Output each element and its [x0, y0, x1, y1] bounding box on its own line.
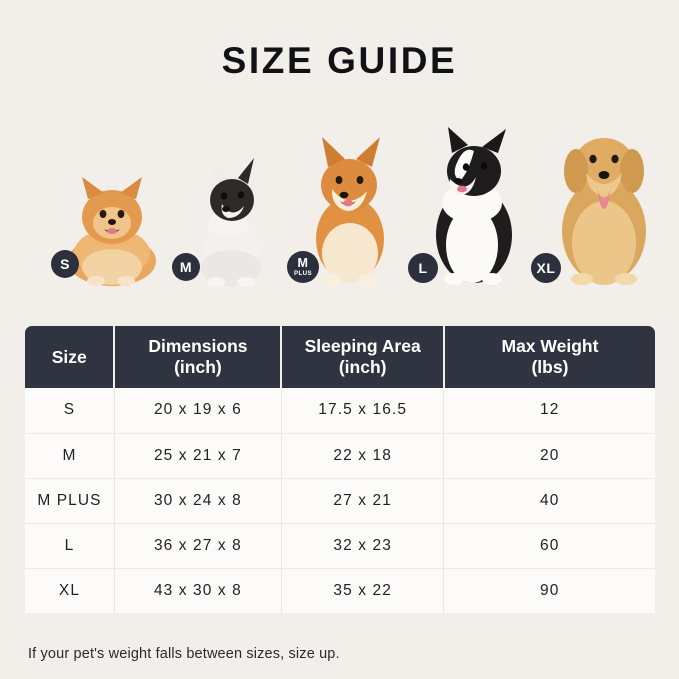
- cell-dimensions: 43 x 30 x 8: [114, 568, 282, 613]
- shiba-inu-art: [292, 127, 407, 287]
- cell-size: S: [25, 388, 115, 434]
- table-body: S 20 x 19 x 6 17.5 x 16.5 12 M 25 x 21 x…: [25, 388, 655, 613]
- size-badge-m-label: M: [179, 259, 193, 275]
- cell-sleeping-area: 17.5 x 16.5: [281, 388, 445, 434]
- cell-dimensions: 20 x 19 x 6: [114, 388, 282, 434]
- cell-dimensions: 25 x 21 x 7: [114, 433, 282, 479]
- dog-illustration-m: M: [172, 152, 281, 287]
- size-badge-m-plus: M PLUS: [287, 251, 319, 283]
- french-bulldog-art: [176, 152, 281, 287]
- cell-sleeping-area: 35 x 22: [281, 568, 445, 613]
- column-header-sleeping-area-line2: (inch): [338, 357, 387, 377]
- column-header-sleeping-area-line1: Sleeping Area: [304, 336, 421, 357]
- size-badge-s: S: [51, 250, 79, 278]
- column-header-size-line1: Size: [51, 346, 87, 367]
- size-badge-xl-label: XL: [536, 260, 556, 276]
- page-title: SIZE GUIDE: [221, 40, 458, 81]
- table-header-row: Size Dimensions (inch) Sleeping Area (in…: [25, 326, 655, 388]
- column-header-max-weight-line1: Max Weight: [501, 336, 599, 357]
- pomeranian-art: [52, 169, 172, 287]
- cell-size: XL: [25, 568, 115, 613]
- column-header-sleeping-area: Sleeping Area (inch): [281, 326, 445, 388]
- size-badge-l-label: L: [418, 260, 428, 276]
- column-header-max-weight-line2: (lbs): [531, 357, 569, 377]
- cell-sleeping-area: 27 x 21: [281, 478, 445, 524]
- size-badge-s-label: S: [60, 256, 70, 272]
- table-row: XL 43 x 30 x 8 35 x 22 90: [25, 568, 655, 613]
- table-row: M PLUS 30 x 24 x 8 27 x 21 40: [25, 478, 655, 524]
- size-badge-xl: XL: [531, 253, 561, 283]
- page-header: SIZE GUIDE: [0, 0, 679, 79]
- cell-size: M PLUS: [25, 478, 115, 524]
- cell-sleeping-area: 32 x 23: [281, 523, 445, 569]
- size-guide-table: Size Dimensions (inch) Sleeping Area (in…: [25, 326, 655, 613]
- cell-dimensions: 30 x 24 x 8: [114, 478, 282, 524]
- dog-illustration-s: S: [51, 169, 172, 287]
- table-header: Size Dimensions (inch) Sleeping Area (in…: [25, 326, 655, 388]
- dog-illustration-l: L: [408, 119, 534, 287]
- border-collie-art: [414, 119, 534, 287]
- column-header-dimensions-line2: (inch): [174, 357, 222, 377]
- size-badge-m-plus-sublabel: PLUS: [293, 269, 313, 277]
- table-row: S 20 x 19 x 6 17.5 x 16.5 12: [25, 388, 655, 434]
- cell-size: M: [25, 433, 115, 479]
- column-header-dimensions: Dimensions (inch): [114, 326, 283, 388]
- size-badge-m: M: [172, 253, 200, 281]
- size-badge-m-plus-label: M: [297, 255, 309, 270]
- column-header-dimensions-line1: Dimensions: [148, 336, 248, 357]
- cell-dimensions: 36 x 27 x 8: [114, 523, 282, 569]
- cell-max-weight: 20: [443, 433, 655, 479]
- dog-illustration-m-plus: M PLUS: [287, 127, 407, 287]
- cell-sleeping-area: 22 x 18: [281, 433, 445, 479]
- golden-retriever-art: [540, 109, 670, 287]
- cell-size: L: [25, 523, 115, 569]
- size-badge-l: L: [408, 253, 438, 283]
- cell-max-weight: 90: [443, 568, 655, 613]
- column-header-size: Size: [25, 326, 116, 388]
- cell-max-weight: 40: [443, 478, 655, 524]
- column-header-max-weight: Max Weight (lbs): [443, 326, 655, 388]
- table-row: L 36 x 27 x 8 32 x 23 60: [25, 523, 655, 569]
- cell-max-weight: 12: [443, 388, 655, 434]
- dog-illustration-xl: XL: [531, 109, 670, 287]
- table-row: M 25 x 21 x 7 22 x 18 20: [25, 433, 655, 479]
- dog-size-illustration-strip: S M: [0, 97, 679, 287]
- size-up-note: If your pet's weight falls between sizes…: [28, 646, 340, 662]
- cell-max-weight: 60: [443, 523, 655, 569]
